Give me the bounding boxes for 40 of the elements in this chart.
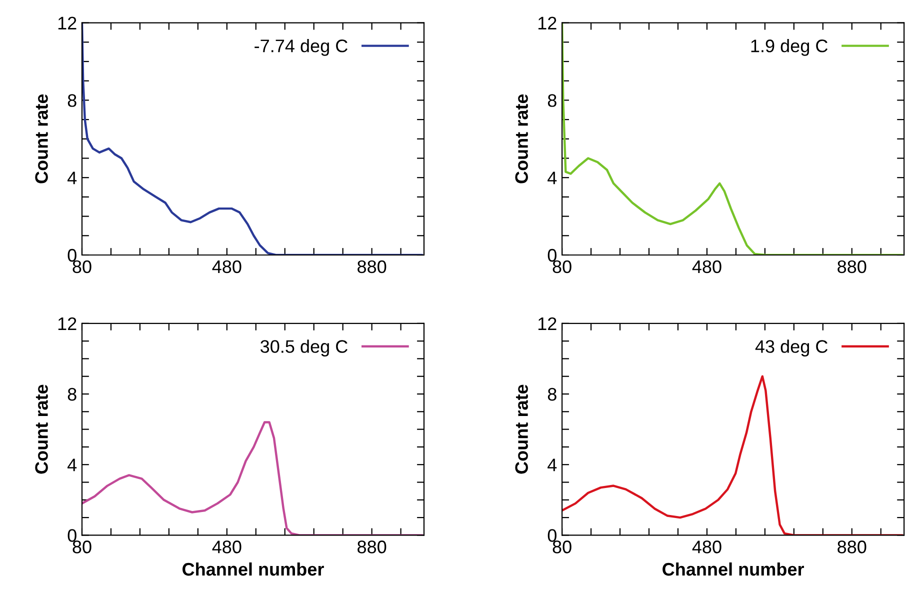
y-tick-label: 12 bbox=[58, 317, 76, 330]
y-tick-label: 8 bbox=[68, 94, 76, 107]
x-tick-label: 80 bbox=[72, 260, 92, 274]
x-tick-label: 480 bbox=[212, 540, 242, 554]
y-tick-label: 8 bbox=[68, 388, 76, 401]
y-tick-label: 8 bbox=[548, 388, 556, 401]
legend-label: 30.5 deg C bbox=[260, 340, 348, 356]
legend-label: 43 deg C bbox=[755, 340, 828, 356]
y-tick-label: 8 bbox=[548, 94, 556, 107]
line-series bbox=[82, 22, 423, 255]
y-tick-label: 12 bbox=[538, 16, 556, 30]
y-tick-label: 12 bbox=[538, 317, 556, 330]
y-tick-label: 4 bbox=[68, 458, 77, 472]
x-tick-label: 880 bbox=[838, 260, 866, 274]
legend-label: -7.74 deg C bbox=[254, 39, 348, 56]
y-tick-label: 4 bbox=[548, 458, 557, 472]
y-tick-label: 4 bbox=[548, 172, 557, 184]
y-axis-title: Count rate bbox=[35, 384, 48, 474]
y-axis-title: Count rate bbox=[515, 384, 528, 474]
y-tick-label: 0 bbox=[68, 529, 76, 542]
y-tick-label: 12 bbox=[58, 16, 76, 30]
line-series bbox=[562, 22, 903, 255]
x-axis-title: Channel number bbox=[662, 562, 804, 576]
x-tick-label: 80 bbox=[552, 540, 572, 554]
x-tick-label: 480 bbox=[692, 540, 722, 554]
x-tick-label: 880 bbox=[358, 260, 386, 274]
x-axis-title: Channel number bbox=[182, 562, 324, 576]
x-tick-label: 480 bbox=[212, 260, 242, 274]
y-axis-title: Count rate bbox=[35, 94, 48, 184]
x-tick-label: 80 bbox=[72, 540, 92, 554]
legend-label: 1.9 deg C bbox=[751, 39, 828, 56]
y-tick-label: 0 bbox=[548, 529, 556, 542]
x-tick-label: 80 bbox=[552, 260, 572, 274]
x-tick-label: 480 bbox=[692, 260, 722, 274]
x-tick-label: 880 bbox=[358, 540, 386, 554]
y-tick-label: 4 bbox=[68, 172, 77, 184]
y-tick-label: 0 bbox=[548, 248, 556, 262]
x-tick-label: 880 bbox=[838, 540, 866, 554]
y-tick-label: 0 bbox=[68, 248, 76, 262]
y-axis-title: Count rate bbox=[515, 94, 528, 184]
